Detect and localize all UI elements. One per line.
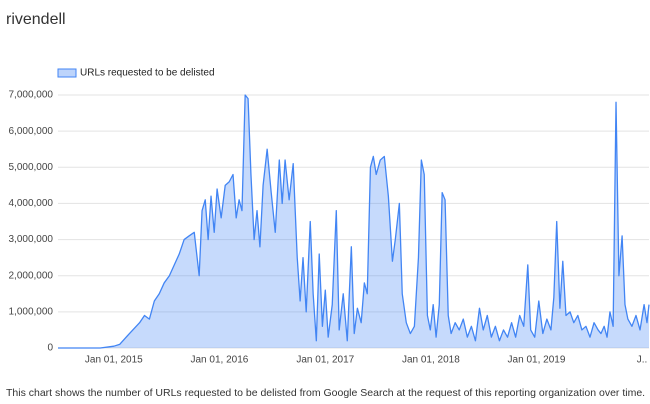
chart-caption: This chart shows the number of URLs requ…: [6, 387, 645, 399]
y-tick-label: 6,000,000: [9, 126, 54, 137]
y-tick-label: 1,000,000: [9, 306, 54, 317]
y-tick-label: 5,000,000: [9, 162, 54, 173]
x-tick-label: J..: [637, 355, 648, 366]
legend-swatch: [57, 68, 77, 78]
y-tick-label: 7,000,000: [9, 90, 54, 101]
area-fill: [58, 95, 649, 348]
chart-title: rivendell: [6, 11, 66, 28]
y-tick-label: 3,000,000: [9, 234, 54, 245]
x-tick-label: Jan 01, 2018: [402, 355, 460, 366]
area-line: [58, 94, 650, 349]
x-tick-label: Jan 01, 2016: [191, 355, 249, 366]
y-tick-label: 2,000,000: [9, 270, 54, 281]
legend-label: URLs requested to be delisted: [80, 68, 215, 79]
x-tick-label: Jan 01, 2019: [508, 355, 566, 366]
y-tick-label: 0: [47, 343, 53, 354]
x-tick-label: Jan 01, 2017: [296, 355, 354, 366]
y-tick-label: 4,000,000: [9, 198, 54, 209]
x-tick-label: Jan 01, 2015: [85, 355, 143, 366]
